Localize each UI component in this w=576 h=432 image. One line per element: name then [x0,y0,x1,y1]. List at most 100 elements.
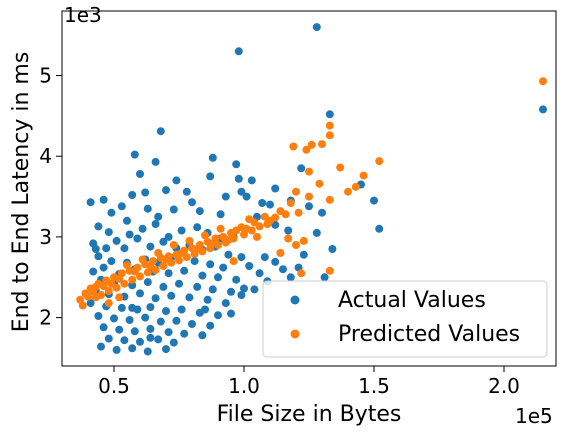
predicted-value-point [247,226,256,235]
predicted-value-point [167,258,176,267]
predicted-value-point [182,253,191,262]
actual-value-point [94,252,103,261]
actual-value-point [297,164,306,173]
actual-value-point [203,295,212,304]
actual-value-point [193,282,202,291]
predicted-value-point [97,291,105,299]
actual-value-point [180,329,189,338]
y-offset-label: 1e3 [64,3,102,27]
actual-value-point [224,250,233,259]
actual-value-point [89,267,98,276]
x-tick-label: 2.0 [488,374,520,398]
predicted-values-points [76,77,547,310]
actual-value-point [312,228,321,237]
predicted-value-point [201,231,209,240]
y-axis: 2 3 4 5 [39,64,62,330]
predicted-value-point [198,247,207,256]
predicted-value-point [120,279,129,288]
predicted-value-point [318,140,326,149]
predicted-value-point [143,268,152,277]
actual-value-point [130,150,139,159]
predicted-value-point [104,287,113,295]
predicted-value-point [232,226,241,235]
actual-value-point [271,257,280,266]
actual-value-point [146,303,155,312]
actual-value-point [242,192,251,201]
actual-value-point [185,293,194,302]
actual-value-point [190,257,199,266]
predicted-value-point [104,299,113,308]
x-axis-label: File Size in Bytes [217,402,402,427]
actual-value-point [125,230,134,239]
x-tick-label: 1.5 [358,374,390,398]
actual-value-point [198,331,207,340]
actual-value-point [120,336,129,345]
actual-value-point [167,291,176,300]
predicted-value-point [315,179,324,188]
actual-value-point [305,202,313,211]
predicted-value-point [294,208,303,217]
actual-value-point [180,266,189,275]
actual-value-point [141,188,150,197]
actual-value-point [221,299,230,308]
actual-value-point [232,275,241,284]
actual-value-point [266,200,274,209]
actual-value-point [258,199,267,207]
predicted-value-point [325,131,334,140]
predicted-value-point [289,142,298,151]
actual-value-point [539,105,547,114]
actual-value-point [260,253,269,262]
predicted-value-point [245,215,254,224]
predicted-value-point [78,301,87,310]
actual-value-point [128,303,137,312]
actual-value-point [115,325,124,334]
actual-values-points [86,23,547,356]
actual-value-point [177,305,186,314]
predicted-value-point [325,121,334,130]
predicted-value-point [299,236,308,245]
actual-value-point [146,324,155,333]
actual-value-point [219,263,228,272]
actual-value-point [206,321,215,330]
actual-value-point [193,223,202,232]
predicted-value-point [307,140,316,149]
predicted-value-point [359,171,368,180]
actual-value-point [112,345,121,354]
actual-value-point [102,244,111,253]
x-tick-label: 1.0 [228,374,260,398]
actual-value-point [237,291,246,299]
actual-value-point [286,273,295,282]
actual-value-point [151,220,160,228]
y-tick-label: 5 [39,64,52,88]
actual-value-point [154,335,163,344]
actual-value-point [143,347,152,356]
plot-frame [61,10,557,367]
actual-value-point [299,250,308,259]
actual-value-point [123,216,131,225]
predicted-value-point [286,199,295,207]
x-tick-label: 0.5 [98,374,130,398]
predicted-value-point [255,222,264,231]
predicted-value-point [130,267,139,276]
predicted-value-point [276,249,285,257]
actual-value-point [240,284,248,293]
actual-value-point [325,110,334,119]
actual-value-point [117,303,126,312]
actual-value-point [112,236,121,245]
predicted-value-point [292,187,300,196]
actual-value-point [208,285,217,294]
actual-value-point [214,311,222,320]
predicted-value-point [128,275,137,284]
legend-box [262,280,548,358]
predicted-value-point [292,241,300,249]
actual-value-point [169,338,178,347]
actual-value-point [156,317,165,326]
actual-value-point [221,192,230,201]
y-tick-label: 4 [39,144,52,168]
actual-value-point [120,244,129,253]
actual-value-point [86,299,95,308]
actual-value-point [328,245,337,253]
predicted-value-point [159,262,168,270]
actual-value-point [110,314,118,323]
